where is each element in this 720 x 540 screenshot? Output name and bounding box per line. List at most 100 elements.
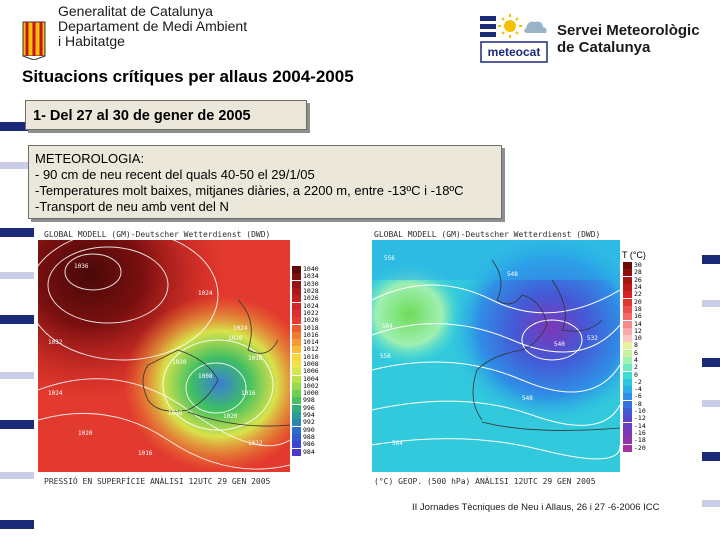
pressure-legend-value: 998 (303, 396, 315, 405)
pressure-map-footer: PRESSIÓ EN SUPERFÍCIE ANÀLISI 12UTC 29 G… (44, 477, 271, 486)
temperature-legend-row: 10 (623, 335, 653, 343)
temperature-legend-row: -2 (623, 377, 653, 386)
temperature-legend-value: 4 (634, 356, 638, 364)
pressure-contour-label: 1024 (48, 390, 63, 397)
temperature-legend-swatch (623, 269, 632, 277)
pressure-legend-row: 1006 (292, 368, 322, 376)
temperature-legend-row: 4 (623, 357, 653, 364)
temperature-legend-value: 24 (634, 283, 642, 292)
pressure-legend-row: 990 (292, 425, 322, 434)
pressure-legend-row: 1030 (292, 279, 322, 288)
pressure-legend-swatch (292, 433, 301, 441)
meteorology-item: - 90 cm de neu recent del quals 40-50 el… (35, 167, 315, 182)
temperature-legend-value: -18 (634, 436, 646, 445)
temperature-legend-value: 2 (634, 363, 638, 372)
pressure-legend-value: 1020 (303, 316, 319, 325)
temperature-legend-row: -10 (623, 408, 653, 416)
temperature-legend-value: 8 (634, 341, 638, 350)
pressure-legend-value: 984 (303, 447, 315, 456)
temperature-legend-row: 26 (623, 275, 653, 284)
temperature-legend-row: -20 (623, 444, 653, 452)
pressure-legend-row: 1020 (292, 316, 322, 325)
temperature-legend-swatch (623, 320, 632, 328)
pressure-legend-row: 1012 (292, 346, 322, 354)
geopotential-contour-label: 540 (554, 341, 565, 348)
temperature-legend-row: 18 (623, 304, 653, 313)
pressure-legend-value: 990 (303, 425, 315, 434)
temperature-legend-swatch (623, 357, 632, 364)
temperature-legend-value: 26 (634, 275, 642, 284)
temperature-legend-value: -8 (634, 399, 642, 408)
temperature-legend-value: 20 (634, 297, 642, 306)
pressure-legend-value: 1030 (303, 279, 319, 288)
pressure-legend-swatch (292, 266, 301, 274)
pressure-legend-row: 1010 (292, 353, 322, 361)
geopotential-map-footer: (°C) GEOP. (500 hPa) ANÀLISI 12UTC 29 GE… (374, 477, 596, 486)
pressure-legend-value: 1000 (303, 389, 319, 398)
temperature-legend-swatch (623, 386, 632, 394)
pressure-legend-swatch (292, 309, 301, 317)
pressure-legend-row: 1014 (292, 339, 322, 347)
temperature-legend-value: -16 (634, 428, 646, 437)
temperature-legend-value: -12 (634, 414, 646, 423)
pressure-contour-label: 1036 (74, 263, 89, 270)
pressure-legend-swatch (292, 331, 301, 339)
pressure-legend-value: 1016 (303, 330, 319, 339)
geopotential-map: 556 564 548 540 532 556 564 548 (372, 240, 620, 472)
pressure-legend-swatch (292, 382, 301, 390)
pressure-legend-row: 1004 (292, 375, 322, 383)
pressure-contour-label: 1012 (248, 440, 263, 447)
pressure-legend-row: 1040 (292, 265, 322, 274)
pressure-contour-label: 1016 (168, 410, 183, 417)
org-line: Generalitat de Catalunya (58, 3, 213, 19)
temperature-legend-swatch (623, 444, 632, 452)
temperature-legend-swatch (623, 400, 632, 408)
pressure-legend-row: 1018 (292, 323, 322, 332)
pressure-legend-row: 1028 (292, 287, 322, 296)
meteorology-item: -Transport de neu amb vent del N (35, 199, 229, 214)
temperature-legend-value: 18 (634, 304, 642, 313)
temperature-legend-swatch (623, 342, 632, 350)
pressure-legend-value: 988 (303, 432, 315, 441)
meteorology-heading: METEOROLOGIA: (35, 151, 145, 166)
pressure-legend-row: 996 (292, 404, 322, 412)
pressure-legend-swatch (292, 426, 301, 434)
meteocat-logo: meteocat (480, 14, 548, 63)
pressure-legend-value: 1002 (303, 381, 319, 390)
temperature-legend-value: 6 (634, 348, 638, 357)
pressure-legend-value: 1028 (303, 287, 319, 296)
temperature-legend-row: 8 (623, 341, 653, 350)
smc-line: de Catalunya (557, 39, 651, 56)
pressure-legend-value: 1018 (303, 323, 319, 332)
pressure-legend-value: 1024 (303, 301, 319, 310)
pressure-contour-label: 1020 (228, 335, 243, 342)
pressure-legend-value: 1040 (303, 265, 319, 274)
temperature-legend-row: 28 (623, 269, 653, 277)
organization-name: Generalitat de Catalunya Departament de … (58, 4, 247, 49)
pressure-contour-label: 1016 (241, 390, 256, 397)
pressure-legend-swatch (292, 317, 301, 325)
temperature-legend-row: 22 (623, 291, 653, 299)
temperature-legend-row: 24 (623, 283, 653, 292)
geopotential-contour-label: 548 (507, 271, 518, 278)
pressure-contour-label: 1016 (138, 450, 153, 457)
temperature-legend-value: -4 (634, 385, 642, 394)
temperature-legend-row: 12 (623, 327, 653, 335)
pressure-legend-swatch (292, 295, 301, 303)
pressure-contour-label: 1024 (198, 290, 213, 297)
event-label: 1- Del 27 al 30 de gener de 2005 (25, 100, 307, 130)
pressure-legend: 1040 1034 1030 1028 1026 1024 1022 1020 1018 1016… (292, 266, 322, 456)
temperature-legend-value: 14 (634, 319, 642, 328)
temperature-legend-row: 6 (623, 348, 653, 357)
generalitat-logo (22, 21, 46, 60)
pressure-legend-value: 1022 (303, 308, 319, 317)
pressure-legend-row: 994 (292, 412, 322, 420)
temperature-legend-swatch (623, 291, 632, 299)
pressure-legend-swatch (292, 288, 301, 296)
geopotential-contour-label: 556 (380, 353, 391, 360)
temperature-legend-swatch (623, 371, 632, 379)
pressure-legend-row: 986 (292, 441, 322, 449)
page-title: Situacions crítiques per allaus 2004-200… (22, 67, 354, 86)
temperature-legend-value: -2 (634, 377, 642, 386)
pressure-legend-swatch (292, 346, 301, 354)
